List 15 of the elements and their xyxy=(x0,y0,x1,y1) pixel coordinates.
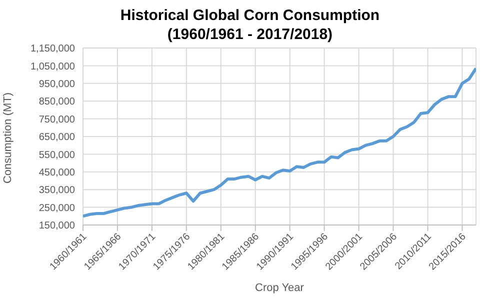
y-tick-label: 450,000 xyxy=(38,167,76,178)
y-tick-label: 1,050,000 xyxy=(30,61,76,72)
y-tick-label: 150,000 xyxy=(38,220,76,232)
y-tick-label: 750,000 xyxy=(38,114,76,126)
y-tick-label: 650,000 xyxy=(38,132,76,144)
y-tick-label: 550,000 xyxy=(38,150,76,161)
y-axis-title: Consumption (MT) xyxy=(2,92,14,184)
chart-title: Historical Global Corn Consumption (1960/1961 - 2017/2018) xyxy=(119,6,381,44)
y-tick-label: 1,150,000 xyxy=(30,44,76,55)
y-tick-label: 950,000 xyxy=(38,78,76,90)
line-series xyxy=(83,66,476,218)
y-tick-label: 250,000 xyxy=(38,202,76,214)
y-tick-label: 350,000 xyxy=(38,185,76,196)
y-tick-label: 850,000 xyxy=(38,96,76,108)
x-axis-title: Crop Year xyxy=(254,282,305,294)
